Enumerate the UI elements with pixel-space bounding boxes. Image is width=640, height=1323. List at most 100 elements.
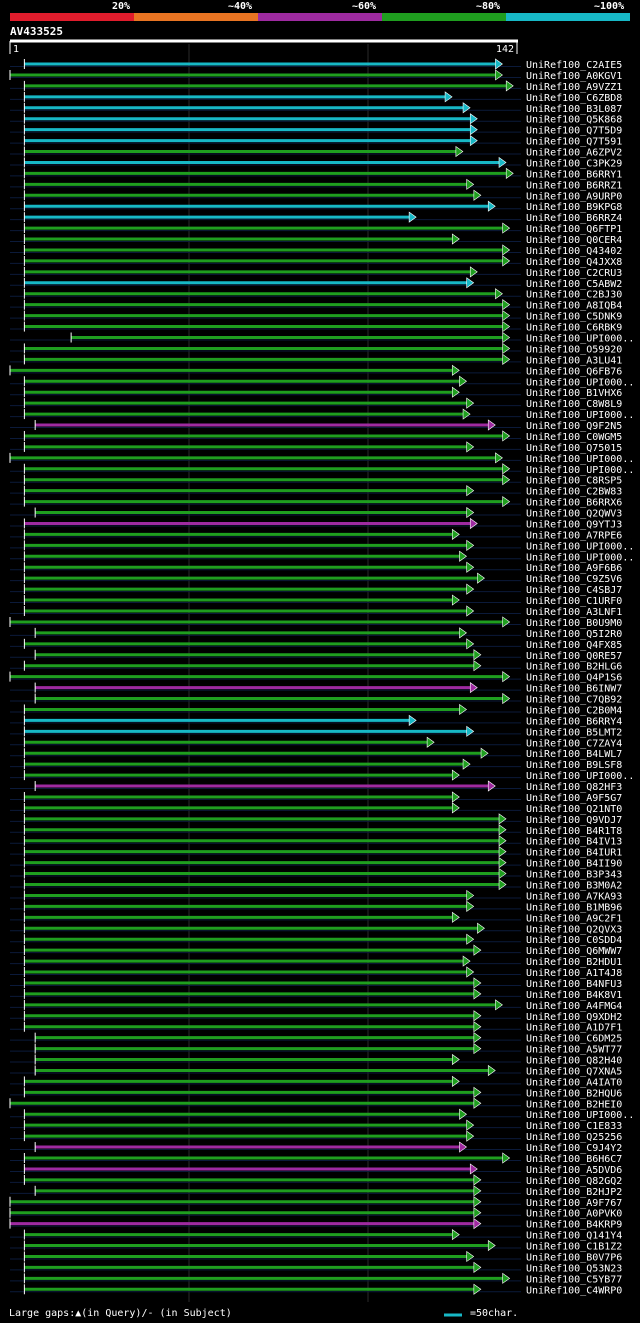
hit-label[interactable]: UniRef100_A8IQB4 [526, 301, 622, 312]
hit-label[interactable]: UniRef100_C8RSP5 [526, 476, 622, 487]
hit-label[interactable]: UniRef100_Q6FB76 [526, 366, 622, 377]
hit-label[interactable]: UniRef100_B4II90 [526, 859, 622, 870]
hit-label[interactable]: UniRef100_B6RRY1 [526, 169, 622, 180]
hit-label[interactable]: UniRef100_B2HLG6 [526, 662, 622, 673]
hit-label[interactable]: UniRef100_Q82GQ2 [526, 1176, 622, 1187]
hit-label[interactable]: UniRef100_Q4JXX8 [526, 257, 622, 268]
hit-label[interactable]: UniRef100_B4LWL7 [526, 749, 622, 760]
hit-label[interactable]: UniRef100_Q43402 [526, 246, 622, 257]
hit-label[interactable]: UniRef100_UPI000.. [526, 377, 634, 388]
hit-label[interactable]: UniRef100_C3PK29 [526, 158, 622, 169]
hit-label[interactable]: UniRef100_B6RRZ1 [526, 180, 622, 191]
hit-label[interactable]: UniRef100_B6RRZ4 [526, 213, 622, 224]
hit-label[interactable]: UniRef100_Q25256 [526, 1132, 622, 1143]
hit-label[interactable]: UniRef100_Q7XNA5 [526, 1066, 622, 1077]
hit-label[interactable]: UniRef100_C2BW83 [526, 487, 622, 498]
hit-label[interactable]: UniRef100_Q0CER4 [526, 235, 622, 246]
hit-label[interactable]: UniRef100_C6DM25 [526, 1034, 622, 1045]
hit-label[interactable]: UniRef100_UPI000.. [526, 541, 634, 552]
hit-label[interactable]: UniRef100_A1T4J8 [526, 968, 622, 979]
hit-label[interactable]: UniRef100_C1E833 [526, 1121, 622, 1132]
hit-label[interactable]: UniRef100_UPI000.. [526, 410, 634, 421]
hit-label[interactable]: UniRef100_Q21NT0 [526, 804, 622, 815]
hit-label[interactable]: UniRef100_A7RPE6 [526, 530, 622, 541]
hit-label[interactable]: UniRef100_A3LNF1 [526, 607, 622, 618]
hit-label[interactable]: UniRef100_C7QB92 [526, 695, 622, 706]
hit-label[interactable]: UniRef100_C5ABW2 [526, 279, 622, 290]
hit-label[interactable]: UniRef100_O59920 [526, 344, 622, 355]
hit-label[interactable]: UniRef100_C6RBK9 [526, 323, 622, 334]
hit-label[interactable]: UniRef100_Q141Y4 [526, 1231, 622, 1242]
hit-label[interactable]: UniRef100_UPI000.. [526, 465, 634, 476]
hit-label[interactable]: UniRef100_Q5I2R0 [526, 629, 622, 640]
hit-label[interactable]: UniRef100_A0KGV1 [526, 71, 622, 82]
hit-label[interactable]: UniRef100_B0U9M0 [526, 618, 622, 629]
hit-label[interactable]: UniRef100_Q9F2N5 [526, 421, 622, 432]
hit-label[interactable]: UniRef100_C2B0M4 [526, 705, 622, 716]
hit-label[interactable]: UniRef100_Q4P1S6 [526, 673, 622, 684]
hit-label[interactable]: UniRef100_B4NFU3 [526, 979, 622, 990]
hit-label[interactable]: UniRef100_C8W8L9 [526, 399, 622, 410]
hit-label[interactable]: UniRef100_Q82H40 [526, 1056, 622, 1067]
hit-label[interactable]: UniRef100_C5DNK9 [526, 312, 622, 323]
hit-label[interactable]: UniRef100_A7KA93 [526, 891, 622, 902]
hit-label[interactable]: UniRef100_B6RRY4 [526, 716, 622, 727]
hit-label[interactable]: UniRef100_A9URP0 [526, 191, 622, 202]
hit-label[interactable]: UniRef100_Q2QVX3 [526, 924, 622, 935]
hit-label[interactable]: UniRef100_C0SDD4 [526, 935, 622, 946]
hit-label[interactable]: UniRef100_Q9XDH2 [526, 1012, 622, 1023]
hit-label[interactable]: UniRef100_A9VZZ1 [526, 82, 622, 93]
hit-label[interactable]: UniRef100_C2BJ30 [526, 290, 622, 301]
hit-label[interactable]: UniRef100_C4SBJ7 [526, 585, 622, 596]
hit-label[interactable]: UniRef100_B4KRP9 [526, 1220, 622, 1231]
hit-label[interactable]: UniRef100_C1URF0 [526, 596, 622, 607]
hit-label[interactable]: UniRef100_Q6FTP1 [526, 224, 622, 235]
hit-label[interactable]: UniRef100_C7ZAY4 [526, 738, 622, 749]
hit-label[interactable]: UniRef100_Q53N23 [526, 1263, 622, 1274]
hit-label[interactable]: UniRef100_Q4FX85 [526, 640, 622, 651]
hit-label[interactable]: UniRef100_B9LSF8 [526, 760, 622, 771]
hit-label[interactable]: UniRef100_Q0RE57 [526, 651, 622, 662]
hit-label[interactable]: UniRef100_B0V7P6 [526, 1252, 622, 1263]
hit-label[interactable]: UniRef100_B2HEI0 [526, 1099, 622, 1110]
hit-label[interactable]: UniRef100_B3P343 [526, 870, 622, 881]
hit-label[interactable]: UniRef100_B5LMT2 [526, 727, 622, 738]
hit-label[interactable]: UniRef100_A1D7F1 [526, 1023, 622, 1034]
hit-label[interactable]: UniRef100_Q5K868 [526, 115, 622, 126]
hit-label[interactable]: UniRef100_UPI000.. [526, 771, 634, 782]
hit-label[interactable]: UniRef100_A9F6B6 [526, 563, 622, 574]
hit-label[interactable]: UniRef100_B2HDU1 [526, 957, 622, 968]
hit-label[interactable]: UniRef100_B3M0A2 [526, 881, 622, 892]
hit-label[interactable]: UniRef100_Q75015 [526, 443, 622, 454]
hit-label[interactable]: UniRef100_C9Z5V6 [526, 574, 622, 585]
hit-label[interactable]: UniRef100_B2HJP2 [526, 1187, 622, 1198]
hit-label[interactable]: UniRef100_UPI000.. [526, 1110, 634, 1121]
hit-label[interactable]: UniRef100_A6ZPV2 [526, 148, 622, 159]
hit-label[interactable]: UniRef100_B4R1T8 [526, 826, 622, 837]
hit-label[interactable]: UniRef100_Q6MWW7 [526, 946, 622, 957]
hit-label[interactable]: UniRef100_B6RRX6 [526, 498, 622, 509]
hit-label[interactable]: UniRef100_B4IUR1 [526, 848, 622, 859]
hit-label[interactable]: UniRef100_B4IV13 [526, 837, 622, 848]
hit-label[interactable]: UniRef100_Q9YTJ3 [526, 519, 622, 530]
hit-label[interactable]: UniRef100_A4IAT0 [526, 1077, 622, 1088]
hit-label[interactable]: UniRef100_A5WT77 [526, 1045, 622, 1056]
hit-label[interactable]: UniRef100_C0WGM5 [526, 432, 622, 443]
hit-label[interactable]: UniRef100_C9J4Y2 [526, 1143, 622, 1154]
hit-label[interactable]: UniRef100_A4FMG4 [526, 1001, 622, 1012]
hit-label[interactable]: UniRef100_C4WRP0 [526, 1285, 622, 1296]
hit-label[interactable]: UniRef100_C2CRU3 [526, 268, 622, 279]
hit-label[interactable]: UniRef100_A9F767 [526, 1198, 622, 1209]
hit-label[interactable]: UniRef100_B1VHX6 [526, 388, 622, 399]
hit-label[interactable]: UniRef100_C6ZBD8 [526, 93, 622, 104]
hit-label[interactable]: UniRef100_C5YB77 [526, 1274, 622, 1285]
hit-label[interactable]: UniRef100_Q7T591 [526, 137, 622, 148]
hit-label[interactable]: UniRef100_Q9VDJ7 [526, 815, 622, 826]
hit-label[interactable]: UniRef100_B9KPG8 [526, 202, 622, 213]
hit-label[interactable]: UniRef100_B6H6C7 [526, 1154, 622, 1165]
hit-label[interactable]: UniRef100_B3L087 [526, 104, 622, 115]
hit-label[interactable]: UniRef100_C2AIE5 [526, 60, 622, 71]
hit-label[interactable]: UniRef100_A9C2F1 [526, 913, 622, 924]
hit-label[interactable]: UniRef100_A3LU41 [526, 355, 622, 366]
hit-label[interactable]: UniRef100_Q7T5D9 [526, 126, 622, 137]
